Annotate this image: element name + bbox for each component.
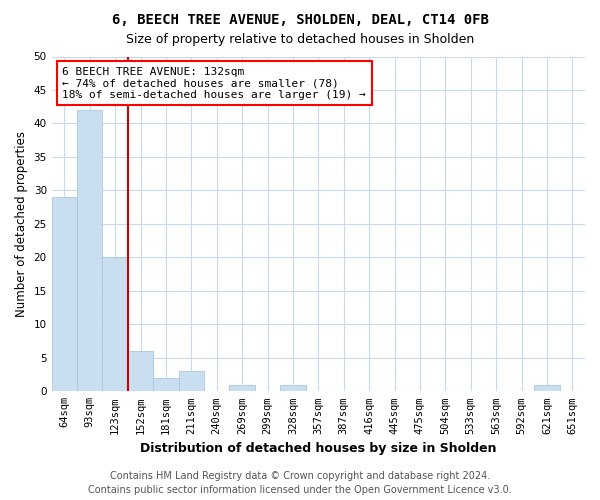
Bar (280, 384, 305, 392)
Y-axis label: Number of detached properties: Number of detached properties (15, 131, 28, 317)
Bar (534, 384, 560, 392)
Bar (128, 351, 153, 392)
Text: 6, BEECH TREE AVENUE, SHOLDEN, DEAL, CT14 0FB: 6, BEECH TREE AVENUE, SHOLDEN, DEAL, CT1… (112, 12, 488, 26)
X-axis label: Distribution of detached houses by size in Sholden: Distribution of detached houses by size … (140, 442, 497, 455)
Text: 6 BEECH TREE AVENUE: 132sqm
← 74% of detached houses are smaller (78)
18% of sem: 6 BEECH TREE AVENUE: 132sqm ← 74% of det… (62, 66, 366, 100)
Bar (229, 384, 255, 392)
Text: Size of property relative to detached houses in Sholden: Size of property relative to detached ho… (126, 32, 474, 46)
Bar (179, 371, 204, 392)
Bar (153, 378, 179, 392)
Text: Contains HM Land Registry data © Crown copyright and database right 2024.
Contai: Contains HM Land Registry data © Crown c… (88, 471, 512, 495)
Bar (103, 258, 128, 392)
Bar (52, 197, 77, 392)
Bar (77, 110, 103, 392)
